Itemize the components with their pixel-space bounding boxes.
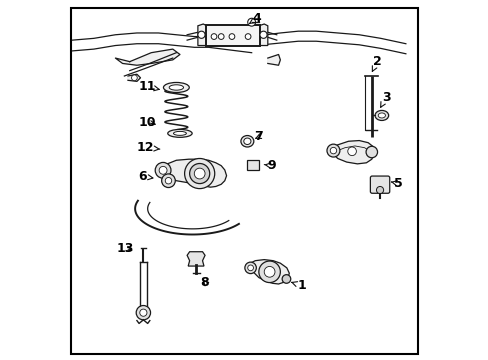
Text: 4: 4 <box>249 12 261 25</box>
Text: 11: 11 <box>138 80 159 93</box>
Circle shape <box>211 34 217 40</box>
Text: 2: 2 <box>371 55 381 71</box>
Ellipse shape <box>173 131 186 135</box>
FancyBboxPatch shape <box>369 176 389 193</box>
Circle shape <box>376 186 383 194</box>
Ellipse shape <box>374 111 388 121</box>
Circle shape <box>165 177 171 184</box>
Text: 13: 13 <box>117 242 134 255</box>
Circle shape <box>189 163 209 184</box>
Ellipse shape <box>378 113 385 118</box>
Circle shape <box>244 34 250 40</box>
Ellipse shape <box>244 138 250 144</box>
Circle shape <box>162 174 175 188</box>
Polygon shape <box>160 159 226 187</box>
Ellipse shape <box>163 82 189 93</box>
Text: 9: 9 <box>264 159 275 172</box>
Circle shape <box>247 265 253 271</box>
Circle shape <box>258 261 280 283</box>
Ellipse shape <box>169 85 183 90</box>
Text: 12: 12 <box>137 141 160 154</box>
Circle shape <box>347 147 356 156</box>
Circle shape <box>366 146 377 158</box>
Circle shape <box>218 34 224 40</box>
Text: 8: 8 <box>201 276 209 289</box>
Circle shape <box>329 147 336 154</box>
Circle shape <box>131 75 137 81</box>
Text: 10: 10 <box>139 116 156 129</box>
Polygon shape <box>198 24 206 45</box>
Polygon shape <box>330 140 373 164</box>
Polygon shape <box>128 74 140 81</box>
Circle shape <box>247 18 255 26</box>
Circle shape <box>155 162 171 178</box>
Ellipse shape <box>241 135 253 147</box>
Text: 3: 3 <box>380 91 389 107</box>
Circle shape <box>326 144 339 157</box>
FancyBboxPatch shape <box>206 25 259 46</box>
Circle shape <box>228 34 234 40</box>
Circle shape <box>282 275 290 283</box>
Polygon shape <box>247 260 289 284</box>
Circle shape <box>140 309 147 316</box>
Circle shape <box>260 31 266 39</box>
Polygon shape <box>187 252 204 266</box>
Polygon shape <box>115 49 180 65</box>
FancyBboxPatch shape <box>246 160 259 170</box>
Circle shape <box>198 31 204 39</box>
Polygon shape <box>258 24 267 45</box>
Circle shape <box>184 158 214 189</box>
Ellipse shape <box>167 130 192 137</box>
Text: 1: 1 <box>291 279 305 292</box>
Text: 7: 7 <box>254 130 263 144</box>
Text: 5: 5 <box>390 177 402 190</box>
Circle shape <box>264 266 274 277</box>
Circle shape <box>136 306 150 320</box>
Text: 6: 6 <box>138 170 153 183</box>
Circle shape <box>194 168 204 179</box>
Circle shape <box>244 262 256 274</box>
Circle shape <box>159 166 167 174</box>
Polygon shape <box>267 54 280 65</box>
